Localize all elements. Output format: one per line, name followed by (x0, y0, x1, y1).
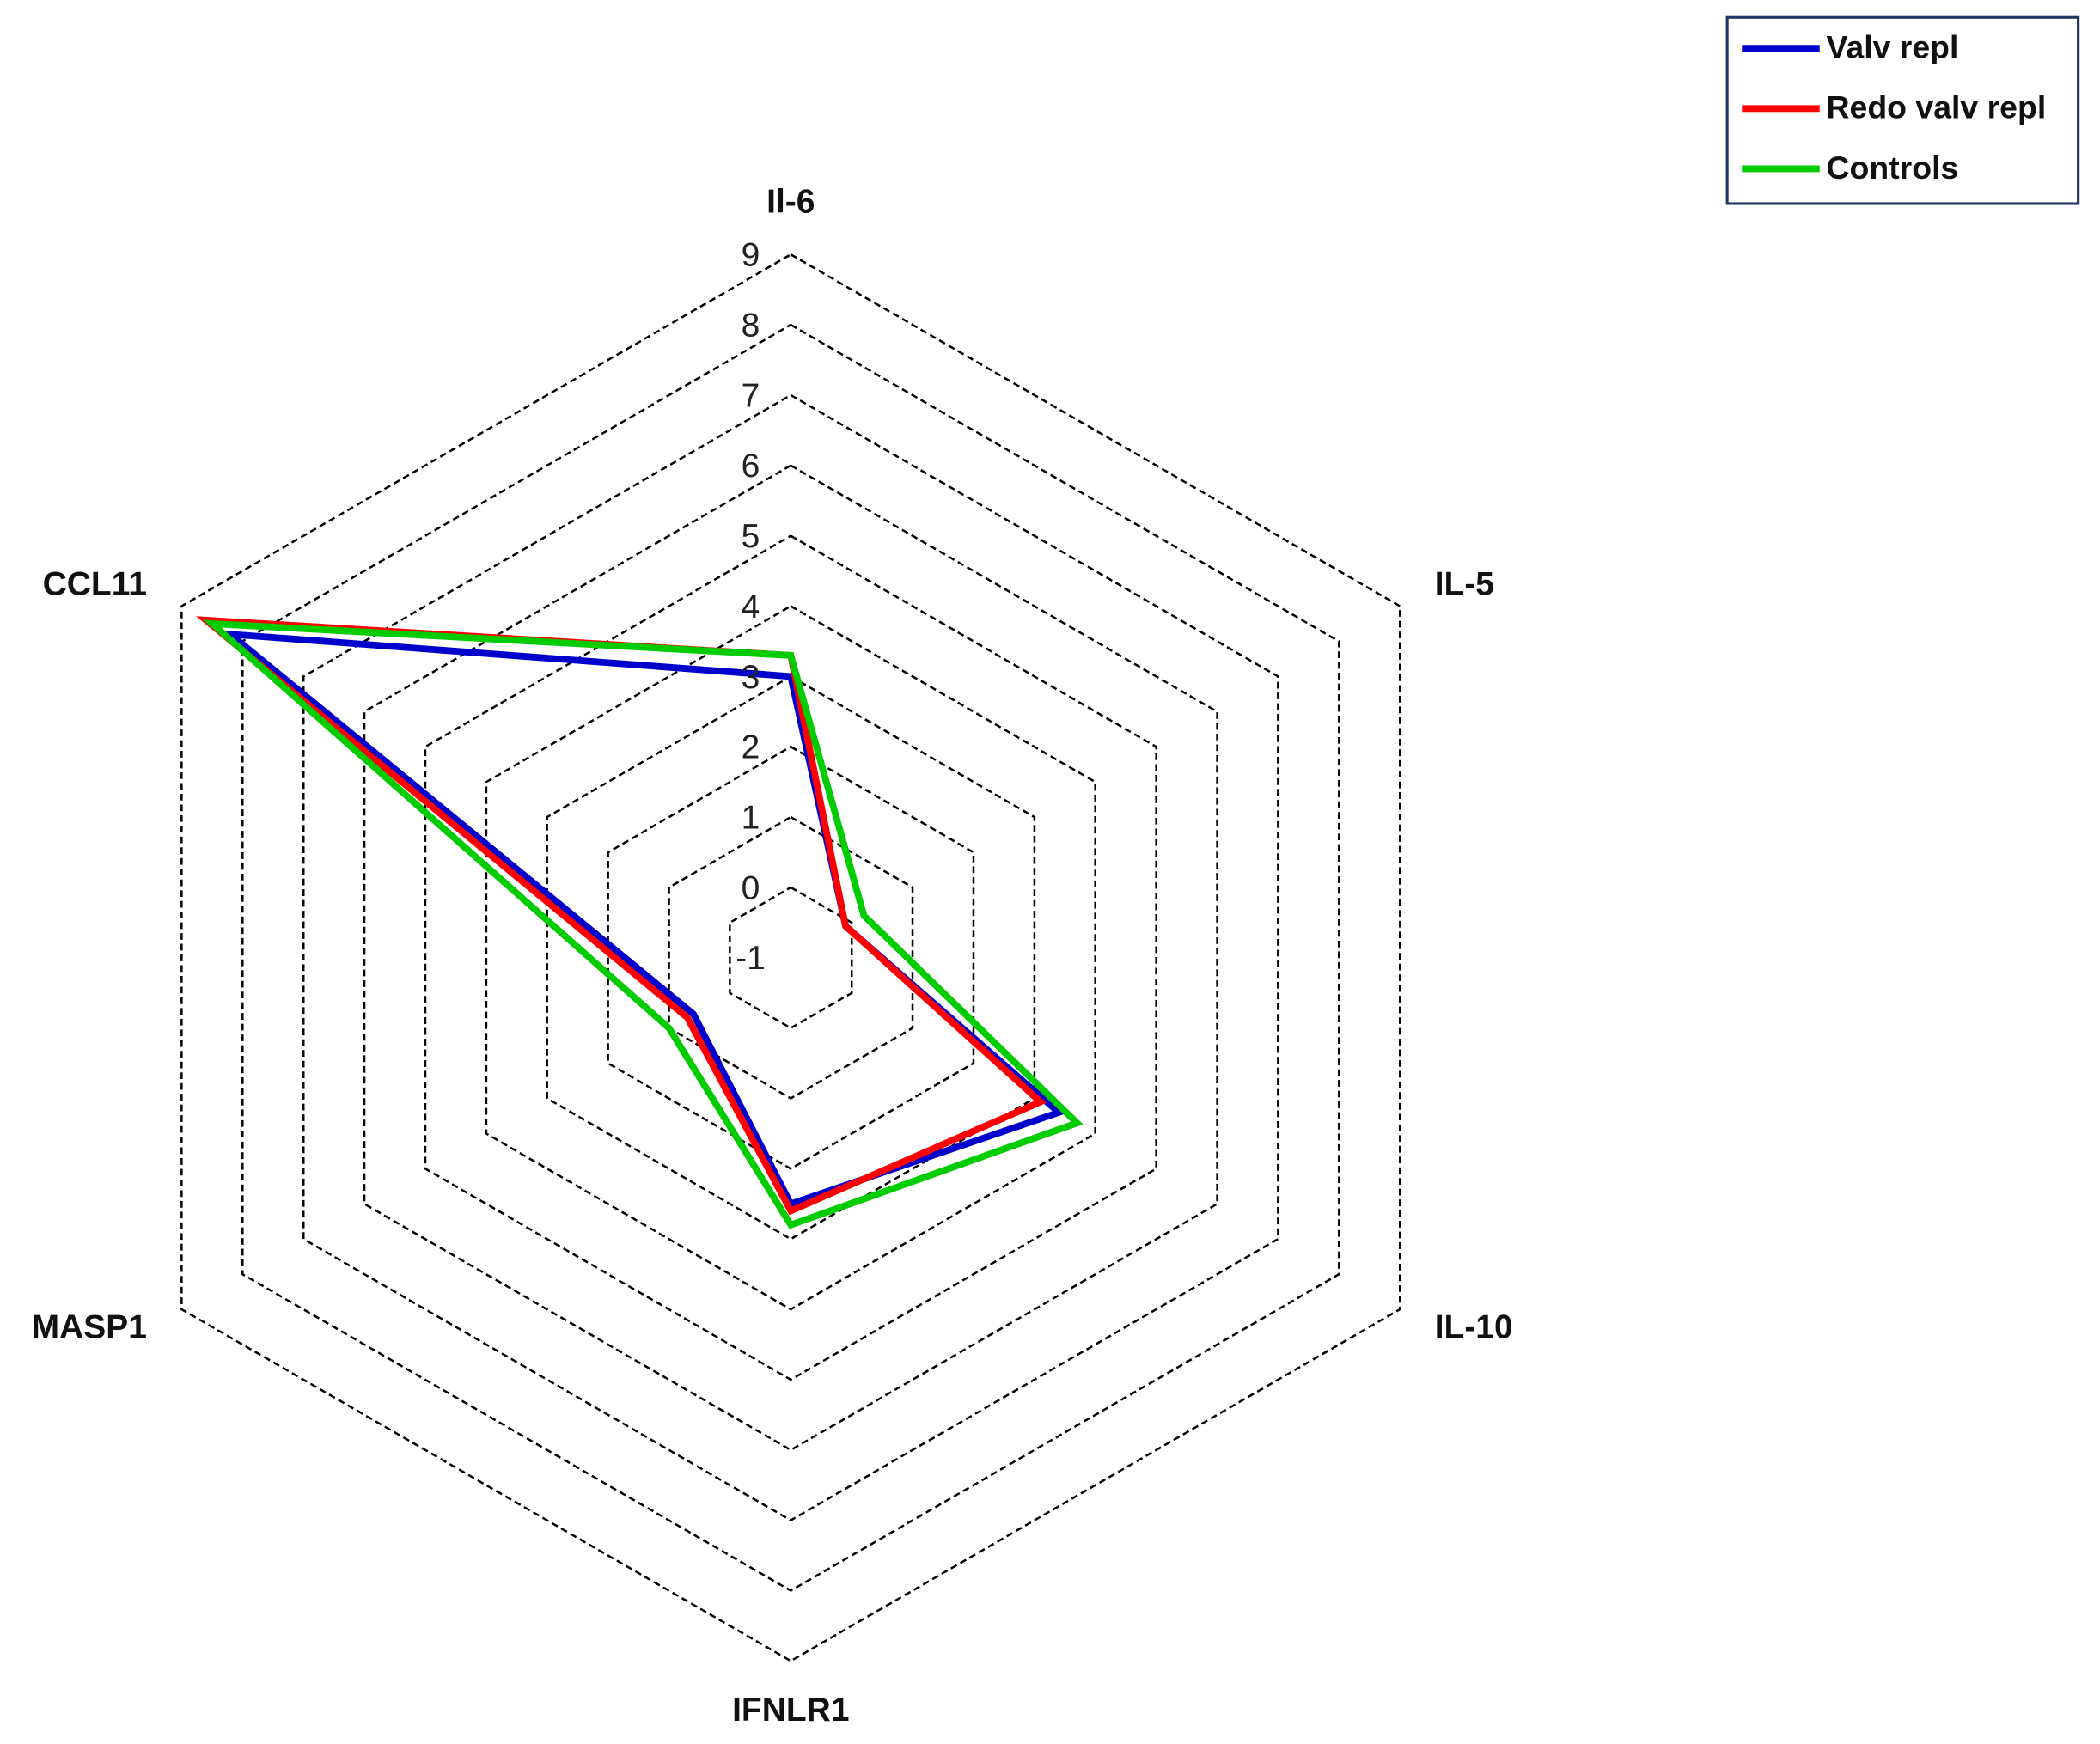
grid-ring (241, 323, 1340, 1592)
tick-label: 3 (742, 659, 760, 696)
grid-ring (668, 815, 914, 1100)
category-label: Il-6 (766, 183, 815, 220)
category-label: CCL11 (43, 565, 147, 602)
tick-label: 1 (742, 799, 760, 836)
labels: -1 0 1 2 3 4 5 6 7 8 9Il-6 IL-5 IL-10 IFNLR1 MASP1 CCL1… (32, 183, 1513, 1729)
grid-ring (607, 745, 975, 1170)
legend: Valv repl Redo valv repl Controls (1725, 15, 2080, 205)
category-label: IL-10 (1435, 1309, 1513, 1346)
tick-label: 2 (742, 729, 760, 766)
legend-label: Controls (1827, 149, 1959, 186)
series-line (202, 619, 1084, 1229)
grid-ring (729, 886, 853, 1030)
grid-ring (302, 393, 1279, 1522)
grid-ring (363, 464, 1218, 1452)
tick-label: 7 (742, 377, 760, 414)
grid-ring (180, 253, 1401, 1662)
grid-ring (546, 674, 1036, 1241)
legend-label: Redo valv repl (1827, 89, 2047, 125)
legend-label: Valv repl (1827, 29, 1959, 65)
category-label: MASP1 (32, 1309, 147, 1346)
tick-label: 4 (742, 588, 760, 625)
grid-ring (424, 534, 1157, 1381)
tick-label: 0 (742, 869, 760, 906)
grid-ring (485, 605, 1096, 1311)
tick-label: 8 (742, 308, 760, 345)
tick-label: 5 (742, 518, 760, 555)
series-lines (196, 616, 1084, 1229)
tick-label: -1 (736, 940, 766, 977)
category-label: IFNLR1 (732, 1692, 849, 1729)
grid (180, 253, 1401, 1662)
category-label: IL-5 (1435, 565, 1494, 602)
series-line (196, 616, 1047, 1216)
series-line (220, 630, 1065, 1209)
tick-label: 6 (742, 448, 760, 485)
tick-label: 9 (742, 237, 760, 274)
